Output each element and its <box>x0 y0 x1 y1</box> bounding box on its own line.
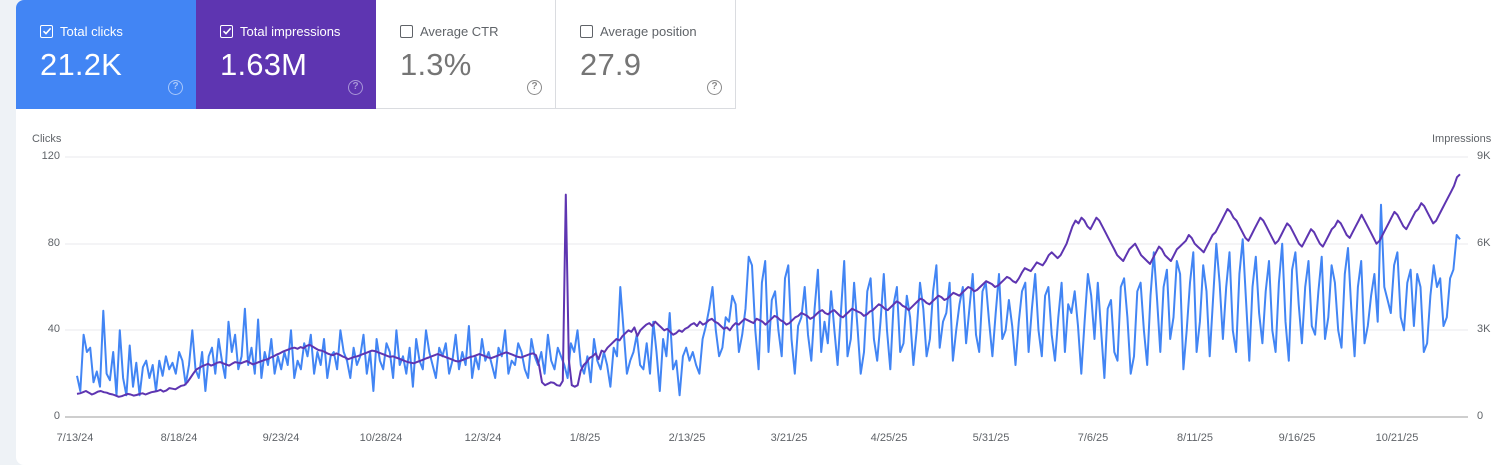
gridlines <box>65 156 1468 418</box>
x-tick: 10/28/24 <box>359 432 403 444</box>
impressions-line <box>76 173 1461 398</box>
right-axis-title: Impressions <box>1432 133 1492 145</box>
scorecard-value: 21.2K <box>40 47 123 82</box>
scorecard-value: 1.63M <box>220 47 308 82</box>
x-tick: 9/16/25 <box>1278 432 1316 444</box>
y2-tick: 0 <box>1477 410 1484 422</box>
scorecard-label: Average CTR <box>420 23 499 39</box>
help-circle-icon[interactable]: ? <box>348 80 363 95</box>
y2-tick: 9K <box>1477 150 1491 162</box>
scorecard-average-position[interactable]: Average position 27.9 ? <box>556 0 736 109</box>
x-tick: 3/21/25 <box>770 432 808 444</box>
scorecard-label: Total impressions <box>240 23 341 39</box>
x-tick: 4/25/25 <box>870 432 908 444</box>
clicks-line <box>76 203 1461 397</box>
y-tick: 0 <box>53 410 60 422</box>
scorecard-label-row: Total clicks <box>40 22 196 40</box>
scorecard-average-ctr[interactable]: Average CTR 1.3% ? <box>376 0 556 109</box>
scorecard-label: Average position <box>600 23 697 39</box>
scorecard-total-clicks[interactable]: Total clicks 21.2K ? <box>16 0 196 109</box>
scorecard-label-row: Average position <box>580 22 735 40</box>
help-circle-icon[interactable]: ? <box>707 80 722 95</box>
scorecard-label-row: Average CTR <box>400 22 555 40</box>
left-axis-title: Clicks <box>32 133 62 145</box>
help-circle-icon[interactable]: ? <box>168 80 183 95</box>
x-tick: 12/3/24 <box>464 432 502 444</box>
x-tick: 9/23/24 <box>262 432 300 444</box>
x-tick: 10/21/25 <box>1375 432 1419 444</box>
y2-tick: 6K <box>1477 237 1491 249</box>
x-tick: 8/11/25 <box>1177 432 1213 444</box>
scorecard-value: 27.9 <box>580 47 642 82</box>
scorecard-label: Total clicks <box>60 23 123 39</box>
scorecard-label-row: Total impressions <box>220 22 376 40</box>
x-tick: 7/13/24 <box>56 432 94 444</box>
y-tick: 80 <box>47 237 60 249</box>
x-tick: 7/6/25 <box>1077 432 1109 444</box>
scorecard-value: 1.3% <box>400 47 472 82</box>
scorecards: Total clicks 21.2K ? Total impressions 1… <box>16 0 736 109</box>
checkbox-icon[interactable] <box>40 24 53 38</box>
help-circle-icon[interactable]: ? <box>527 80 542 95</box>
x-tick: 1/8/25 <box>569 432 601 444</box>
y-tick: 120 <box>41 150 60 162</box>
y-tick: 40 <box>47 323 60 335</box>
checkbox-icon[interactable] <box>580 24 593 38</box>
checkbox-icon[interactable] <box>400 24 413 38</box>
x-tick: 2/13/25 <box>668 432 706 444</box>
y2-tick: 3K <box>1477 323 1491 335</box>
checkbox-icon[interactable] <box>220 24 233 38</box>
x-tick: 5/31/25 <box>972 432 1010 444</box>
scorecard-total-impressions[interactable]: Total impressions 1.63M ? <box>196 0 376 109</box>
x-tick: 8/18/24 <box>160 432 198 444</box>
